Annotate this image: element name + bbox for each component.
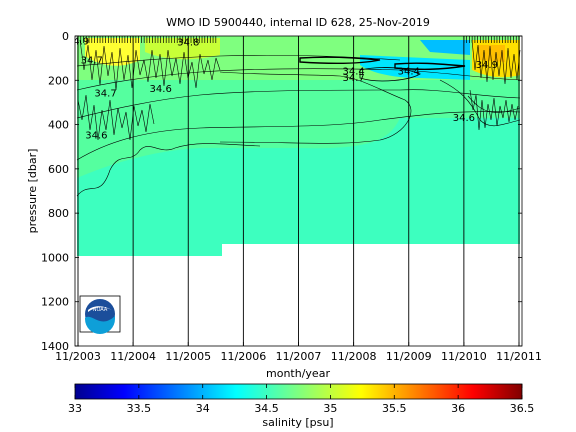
x-tick-label: 11/2003: [55, 350, 101, 363]
contour-label: 34.9: [67, 37, 89, 48]
colorbar-tick-label: 34: [196, 402, 210, 415]
contour-line-34-7: [76, 89, 521, 119]
contour-label: 34.4: [342, 66, 364, 77]
x-axis: 11/2003 11/2004 11/2005 11/2006 11/2007 11/20…: [55, 342, 542, 363]
contour-lens-2: [394, 62, 466, 71]
y-tick-label: 600: [48, 163, 69, 176]
svg-text:NOAA: NOAA: [93, 307, 108, 313]
colorbar-tick-label: 35.5: [382, 402, 407, 415]
contour-label: 34.9: [476, 60, 498, 71]
y-tick-label: 400: [48, 119, 69, 132]
low-salinity-band: [360, 55, 470, 80]
y-tick-label: 1000: [41, 251, 69, 264]
colorbar-tick-label: 36.5: [510, 402, 535, 415]
y-tick-label: 1400: [41, 340, 69, 353]
noisy-contours-right-2: [469, 89, 519, 131]
x-tick-label: 11/2004: [110, 350, 156, 363]
high-salinity-patch-left-2: [145, 38, 220, 60]
chart-title: WMO ID 5900440, internal ID 628, 25-Nov-…: [166, 16, 430, 29]
year-grid-lines: [77, 36, 520, 346]
low-salinity-core: [420, 40, 470, 55]
colorbar-ticks: 33 33.5 34 34.5 35 35.5 36 36.5: [68, 384, 534, 415]
colorbar-tick-label: 33.5: [127, 402, 152, 415]
colorbar: [74, 383, 523, 400]
y-tick-label: 800: [48, 207, 69, 220]
noaa-logo: NOAA: [79, 295, 121, 334]
x-axis-label: month/year: [266, 367, 330, 380]
contour-line-deep: [76, 143, 261, 197]
contour-lens-3: [359, 66, 421, 82]
y-tick-label: 1200: [41, 296, 69, 309]
contour-label: 34.6: [150, 84, 172, 95]
y-axis: 0 200 400 600 800 1000 1200 1400: [41, 30, 522, 353]
x-tick-label: 11/2011: [496, 350, 542, 363]
contour-label: 34.8: [177, 38, 199, 49]
x-tick-label: 11/2009: [386, 350, 432, 363]
x-tick-label: 11/2006: [221, 350, 267, 363]
plot-area: 34.834.934.734.7 34.634.634.734.4 34.434.6…: [67, 36, 522, 346]
colorbar-tick-label: 34.5: [254, 402, 279, 415]
y-tick-label: 200: [48, 74, 69, 87]
x-tick-label: 11/2007: [276, 350, 322, 363]
y-axis-label: pressure [dbar]: [26, 149, 39, 234]
noisy-contours-right: [471, 39, 521, 85]
noisy-contours-left-2: [77, 94, 155, 141]
colorbar-tick-label: 33: [68, 402, 82, 415]
contour-label: 34.7: [342, 73, 364, 84]
contour-label: 34.7: [94, 89, 116, 100]
contour-line-34-6: [76, 111, 521, 161]
noisy-contours-left: [79, 39, 221, 91]
colorbar-tick-label: 35: [323, 402, 337, 415]
x-tick-label: 11/2008: [331, 350, 377, 363]
contour-label: 34.4: [398, 66, 420, 77]
contour-label: 34.7: [81, 55, 103, 66]
y-tick-label: 0: [62, 30, 69, 43]
colorbar-label: salinity [psu]: [262, 416, 333, 429]
colorbar-tick-label: 36: [451, 402, 465, 415]
contour-label: 34.6: [453, 113, 475, 124]
high-salinity-patch-left: [85, 38, 140, 66]
x-tick-label: 11/2010: [441, 350, 487, 363]
contour-line-34-8: [76, 68, 521, 91]
x-tick-label: 11/2005: [165, 350, 211, 363]
contour-line-34-5: [219, 71, 412, 144]
contour-labels: 34.834.934.734.7 34.634.634.734.4 34.434.6…: [67, 37, 498, 142]
contour-label: 34.6: [85, 131, 107, 142]
contour-lens: [299, 56, 381, 65]
